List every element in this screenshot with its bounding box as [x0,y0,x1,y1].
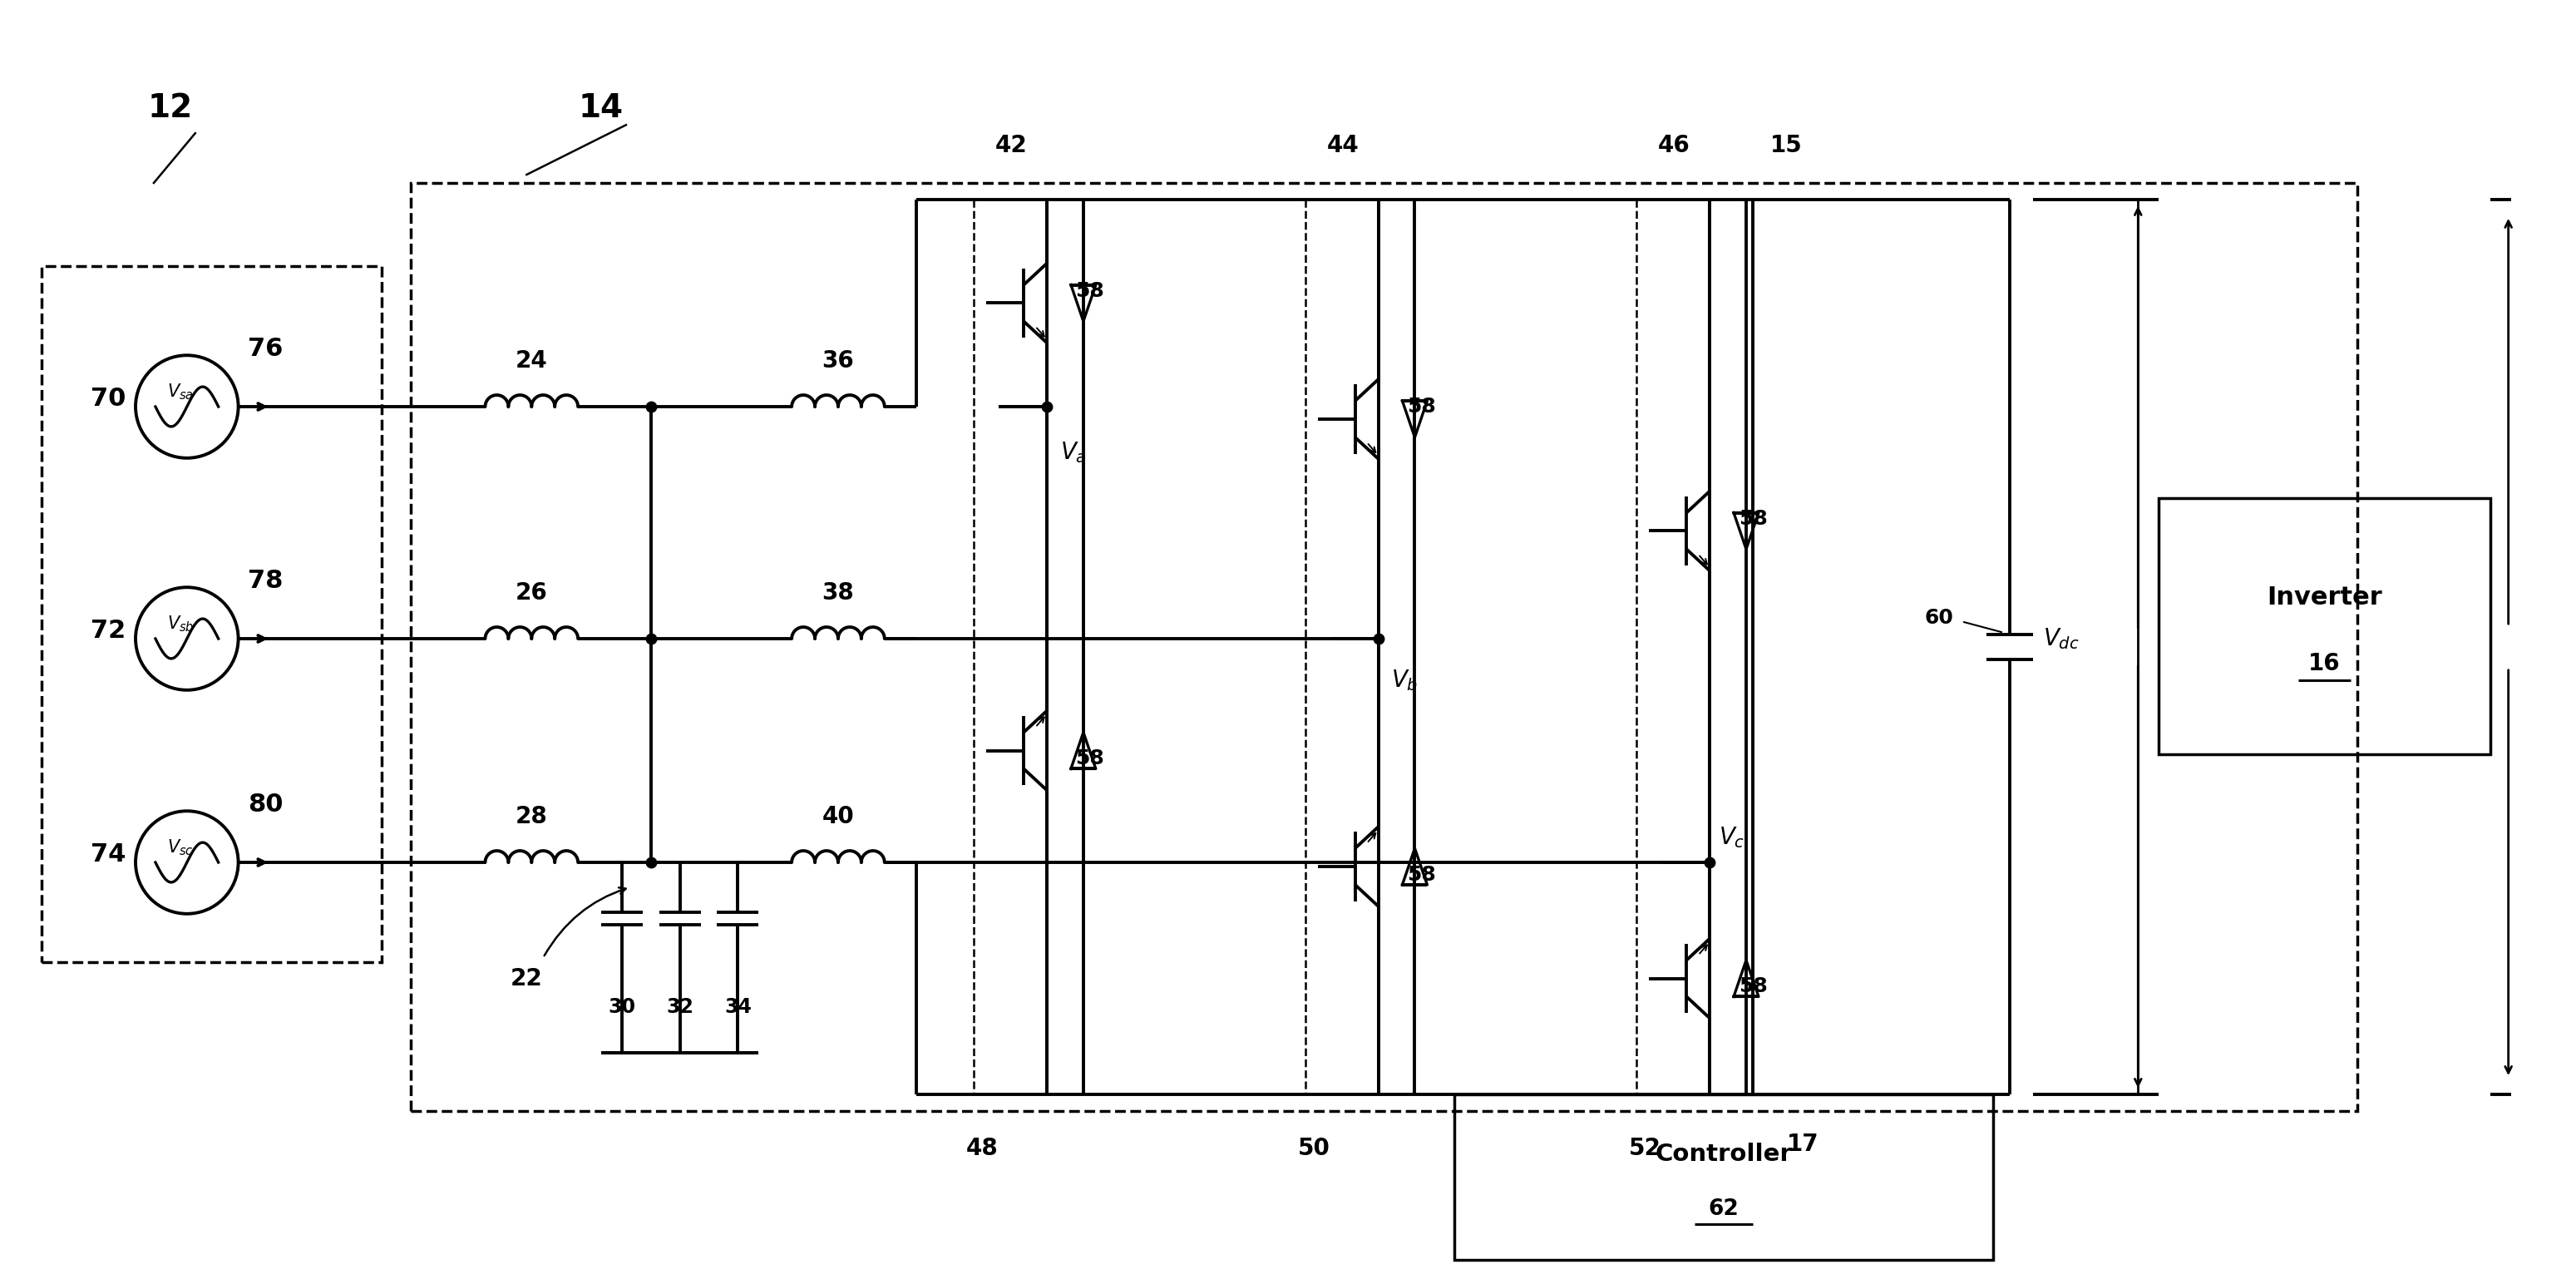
Text: 38: 38 [822,582,855,605]
Text: 14: 14 [580,92,623,124]
Text: 62: 62 [1708,1198,1739,1220]
Text: 44: 44 [1327,134,1358,157]
Text: 12: 12 [147,92,193,124]
Text: 60: 60 [1924,608,1953,628]
Text: 50: 50 [1298,1137,1329,1160]
Text: 52: 52 [1628,1137,1662,1160]
Text: 58: 58 [1406,865,1435,885]
Text: 26: 26 [515,582,549,605]
Text: 72: 72 [90,618,126,642]
Text: 70: 70 [90,386,126,411]
Text: 48: 48 [966,1137,999,1160]
Text: 24: 24 [515,349,549,372]
Bar [1455,1095,1994,1260]
Text: 58: 58 [1739,509,1767,528]
Bar [410,183,2357,1111]
Text: 16: 16 [2308,652,2342,675]
Text: 42: 42 [994,134,1028,157]
Text: $V_a$: $V_a$ [1061,440,1087,464]
Text: Inverter: Inverter [2267,586,2383,609]
Text: 58: 58 [1077,280,1105,301]
Text: 22: 22 [510,967,544,990]
Text: 36: 36 [822,349,855,372]
Text: 46: 46 [1659,134,1690,157]
Text: 30: 30 [608,998,636,1017]
Text: 34: 34 [724,998,752,1017]
Bar [2159,498,2491,755]
Text: 80: 80 [247,792,283,816]
Text: 58: 58 [1077,748,1105,769]
Text: 17: 17 [1785,1132,1819,1156]
Text: 78: 78 [247,569,283,592]
Text: $V_{sc}$: $V_{sc}$ [167,838,193,857]
Text: 28: 28 [515,806,549,829]
Text: $V_c$: $V_c$ [1718,825,1744,851]
Text: $V_{sb}$: $V_{sb}$ [167,614,193,633]
Text: 76: 76 [247,336,283,361]
Bar [41,266,381,962]
Text: Controller: Controller [1656,1142,1793,1165]
Text: 40: 40 [822,806,855,829]
Text: 32: 32 [667,998,693,1017]
Text: $V_{sa}$: $V_{sa}$ [167,382,193,402]
Text: $V_b$: $V_b$ [1391,668,1419,692]
Text: $V_{dc}$: $V_{dc}$ [2043,627,2079,651]
Text: 15: 15 [1770,134,1803,157]
Text: 74: 74 [90,842,126,866]
Text: 58: 58 [1406,396,1435,417]
Text: 58: 58 [1739,977,1767,996]
